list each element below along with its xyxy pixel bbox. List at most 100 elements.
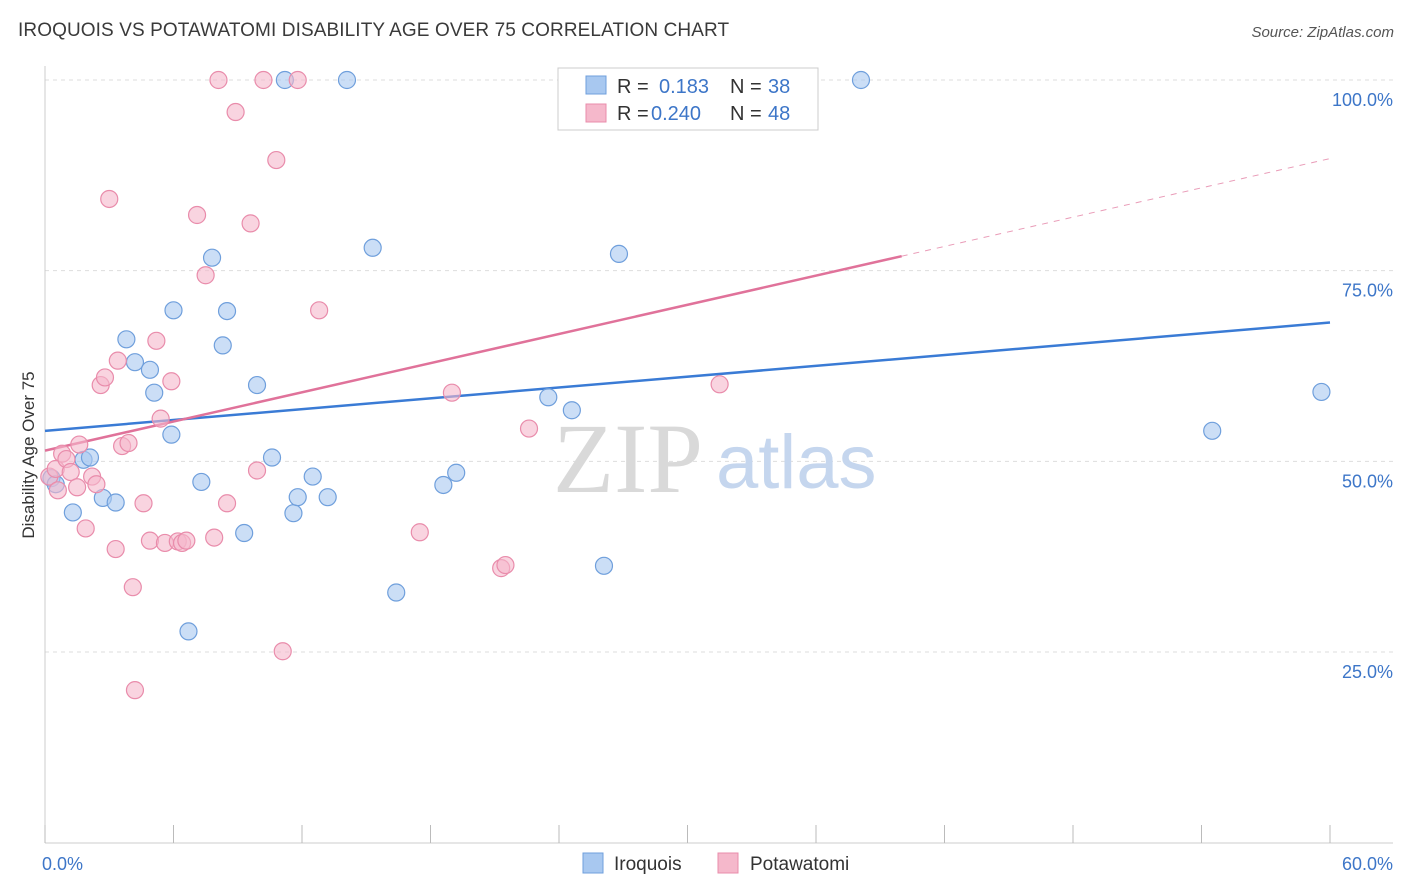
point-iroquois: [63, 503, 82, 522]
point-potawatomi: [147, 331, 166, 350]
point-iroquois: [106, 493, 125, 512]
point-potawatomi: [247, 461, 267, 480]
watermark: ZIP atlas: [553, 403, 877, 514]
point-potawatomi: [76, 519, 95, 538]
point-potawatomi: [151, 409, 170, 428]
point-potawatomi: [100, 189, 119, 209]
point-potawatomi: [177, 531, 196, 550]
legend-n-value: 48: [768, 103, 790, 125]
legend-swatch-iroquois: [585, 75, 607, 95]
trend-lines: [44, 158, 1331, 452]
point-iroquois: [337, 70, 357, 90]
grid-lines: [45, 79, 1393, 653]
legend-r-label: R =: [617, 103, 649, 125]
y-tick-label: 25.0%: [1342, 662, 1393, 682]
point-potawatomi: [87, 475, 106, 494]
point-potawatomi: [254, 70, 273, 90]
point-iroquois: [303, 467, 322, 486]
point-iroquois: [247, 375, 267, 395]
point-iroquois: [1312, 382, 1331, 402]
point-iroquois: [562, 401, 581, 420]
point-potawatomi: [187, 205, 207, 225]
y-tick-label: 50.0%: [1342, 471, 1393, 491]
point-potawatomi: [134, 494, 153, 513]
legend-r-value: 0.240: [651, 103, 701, 125]
point-iroquois: [125, 353, 145, 372]
x-tick-label: 0.0%: [42, 854, 83, 874]
point-potawatomi: [95, 368, 115, 387]
point-iroquois: [162, 425, 181, 444]
legend-r-label: R =: [617, 76, 649, 98]
point-iroquois: [164, 301, 183, 320]
point-potawatomi: [410, 523, 429, 542]
legend-n-label: N =: [730, 76, 762, 98]
point-iroquois: [851, 70, 871, 90]
legend-r-value: 0.183: [659, 76, 709, 98]
point-iroquois: [318, 488, 337, 507]
point-iroquois: [213, 336, 232, 355]
point-potawatomi: [125, 681, 145, 700]
point-iroquois: [609, 244, 629, 263]
point-potawatomi: [496, 555, 515, 575]
y-axis-label: Disability Age Over 75: [19, 371, 38, 538]
point-iroquois: [145, 383, 164, 402]
point-potawatomi: [61, 462, 80, 482]
source-credit: Source: ZipAtlas.com: [1251, 24, 1394, 41]
watermark-zip: ZIP: [553, 403, 703, 514]
y-tick-label: 75.0%: [1342, 281, 1393, 301]
bottom-legend: Iroquois Potawatomi: [582, 852, 849, 875]
chart-title: IROQUOIS VS POTAWATOMI DISABILITY AGE OV…: [18, 20, 730, 41]
point-potawatomi: [119, 433, 138, 453]
point-iroquois: [447, 463, 466, 482]
point-potawatomi: [196, 266, 215, 285]
point-potawatomi: [140, 531, 160, 550]
legend-n-value: 38: [768, 76, 790, 98]
point-potawatomi: [273, 642, 292, 661]
point-iroquois: [594, 556, 614, 575]
point-iroquois: [202, 248, 222, 267]
point-potawatomi: [310, 301, 329, 320]
point-iroquois: [434, 475, 453, 495]
trend-line-potawatomi-extension: [901, 158, 1331, 257]
axes: 25.0% 50.0% 75.0% 100.0% 0.0% 60.0%: [42, 66, 1393, 874]
point-potawatomi: [162, 372, 181, 391]
point-iroquois: [363, 238, 382, 257]
point-iroquois: [140, 360, 160, 379]
point-iroquois: [284, 504, 303, 523]
x-tick-label: 60.0%: [1342, 854, 1393, 874]
point-potawatomi: [288, 70, 307, 90]
point-iroquois: [80, 448, 100, 467]
legend-box: R = 0.183 N = 38 R = 0.240 N = 48: [557, 67, 819, 131]
bottom-legend-iroquois: Iroquois: [614, 854, 682, 875]
point-potawatomi: [205, 528, 224, 547]
point-iroquois: [192, 472, 211, 492]
legend-n-label: N =: [730, 103, 762, 125]
point-potawatomi: [710, 375, 729, 394]
trend-line-iroquois: [44, 321, 1331, 433]
y-tick-label: 100.0%: [1332, 90, 1393, 110]
point-potawatomi: [442, 383, 462, 402]
point-potawatomi: [106, 539, 125, 559]
bottom-legend-swatch-potawatomi: [717, 852, 739, 874]
point-iroquois: [1203, 421, 1222, 440]
point-iroquois: [539, 388, 558, 407]
point-potawatomi: [108, 351, 127, 370]
point-potawatomi: [70, 435, 89, 454]
bottom-legend-potawatomi: Potawatomi: [750, 854, 849, 875]
trend-line-potawatomi: [44, 254, 902, 452]
point-potawatomi: [226, 102, 245, 122]
point-potawatomi: [241, 214, 260, 233]
point-potawatomi: [68, 478, 87, 497]
point-iroquois: [179, 622, 198, 641]
point-potawatomi: [48, 481, 67, 500]
point-iroquois: [387, 583, 406, 602]
point-iroquois: [235, 523, 254, 543]
point-iroquois: [262, 448, 282, 467]
legend-swatch-potawatomi: [585, 103, 607, 123]
point-potawatomi: [519, 419, 539, 438]
watermark-atlas: atlas: [716, 420, 877, 505]
point-potawatomi: [123, 578, 142, 597]
point-iroquois: [288, 488, 307, 507]
point-potawatomi: [209, 70, 228, 90]
